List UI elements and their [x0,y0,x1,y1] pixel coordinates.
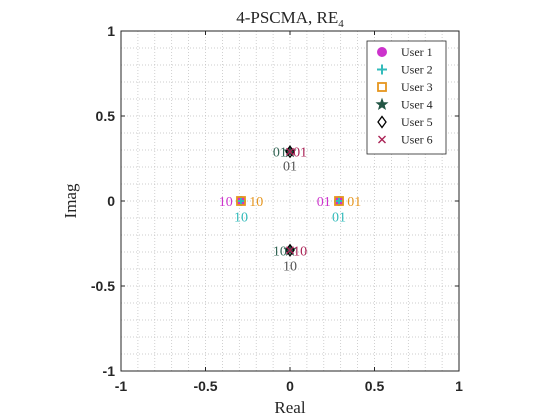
axis-ticks: -1 -0.5 0 0.5 1 -1 -0.5 0 0.5 1 [91,23,463,394]
x-tick-label: 1 [455,378,463,394]
legend-marker [377,47,387,57]
y-tick-label: -0.5 [91,278,115,294]
legend-entry: User 1 [401,45,433,59]
annotation-label: 01 [273,146,287,161]
legend-box [366,40,447,155]
y-tick-label: 0 [107,193,115,209]
data-points [235,144,345,257]
legend-entry: User 5 [401,115,433,129]
data-point-user-6 [286,246,294,255]
annotation-label: 10 [234,210,248,225]
legend-marker [377,82,387,92]
data-point-user-3 [236,196,246,206]
data-point-user-6 [286,147,294,156]
y-axis-label: Imag [61,183,80,218]
legend: User 1 User 2 User 3 User 4 User 5 User 6 [366,40,447,155]
legend-marker [375,97,389,111]
y-tick-label: 1 [107,23,115,39]
chart-title: 4-PSCMA, RE4 [236,8,344,30]
annotation-label: 01 [347,195,361,210]
x-tick-label: -0.5 [193,378,217,394]
legend-entry: User 4 [401,98,433,112]
y-tick-label: 0.5 [96,108,116,124]
legend-marker [378,135,386,144]
annotation-label: 01 [283,159,297,174]
annotation-label: 10 [293,244,307,259]
data-point-user-3 [334,196,344,206]
y-tick-label: -1 [103,363,116,379]
annotation-label: 10 [249,195,263,210]
annotation-label: 10 [283,260,297,275]
legend-marker [377,64,387,75]
x-tick-label: -1 [115,378,128,394]
legend-entry: User 3 [401,80,433,94]
legend-marker [377,115,387,129]
annotation-label: 10 [273,244,287,259]
legend-entry: User 2 [401,63,433,77]
annotation-label: 01 [293,146,307,161]
x-tick-label: 0.5 [365,378,385,394]
legend-entry: User 6 [401,133,433,147]
annotation-label: 10 [219,195,233,210]
annotation-label: 01 [332,210,346,225]
x-tick-label: 0 [286,378,294,394]
x-axis-label: Real [274,398,305,417]
annotation-label: 01 [317,195,331,210]
